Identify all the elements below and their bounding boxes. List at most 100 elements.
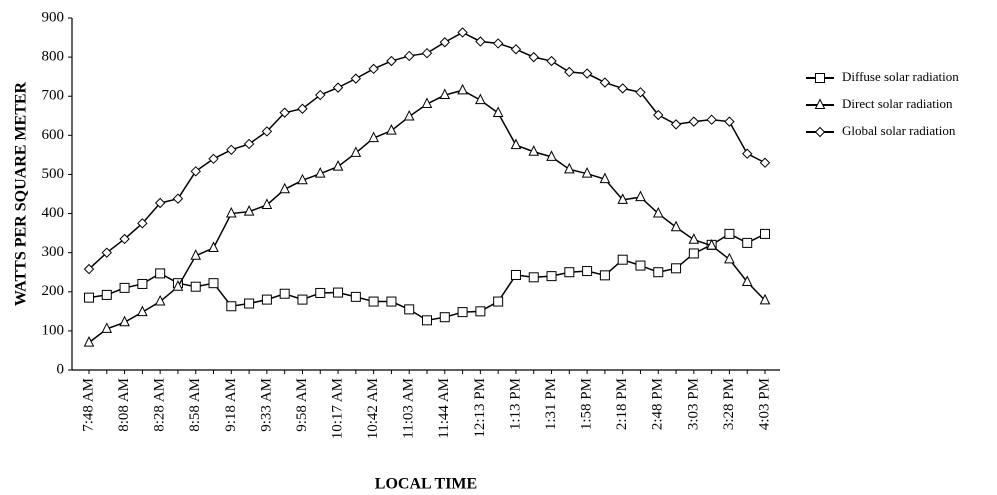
marker — [653, 267, 664, 278]
marker — [582, 266, 593, 277]
marker — [652, 206, 664, 218]
x-tick-label: 9:18 AM — [223, 378, 239, 432]
marker — [101, 247, 112, 258]
marker — [261, 198, 273, 209]
x-tick-label: 12:13 PM — [472, 378, 488, 438]
marker — [101, 289, 112, 300]
marker — [208, 278, 219, 289]
x-tick-label: 1:31 PM — [543, 378, 559, 430]
marker — [670, 119, 682, 130]
marker — [671, 263, 682, 274]
x-tick-label: 9:58 AM — [294, 378, 310, 432]
marker — [297, 103, 308, 114]
marker — [688, 116, 700, 127]
marker — [84, 292, 94, 303]
marker — [653, 109, 664, 121]
marker — [172, 280, 184, 291]
marker — [279, 288, 290, 299]
marker — [332, 160, 344, 171]
marker — [635, 260, 646, 271]
y-tick-label: 0 — [57, 361, 65, 377]
marker — [617, 254, 628, 265]
x-tick-label: 3:28 PM — [721, 378, 737, 430]
marker — [492, 106, 504, 118]
marker — [422, 315, 432, 326]
marker — [83, 336, 95, 347]
y-axis-label: WATTS PER SQUARE METER — [13, 81, 30, 306]
marker — [635, 190, 646, 202]
x-tick-label: 1:13 PM — [507, 378, 523, 430]
x-tick-label: 4:03 PM — [756, 378, 772, 430]
marker — [386, 55, 397, 67]
marker — [421, 97, 433, 109]
x-tick-label: 8:08 AM — [116, 378, 132, 432]
marker — [581, 68, 593, 79]
marker — [226, 206, 237, 218]
y-tick-label: 400 — [42, 205, 65, 221]
x-tick-label: 3:03 PM — [685, 378, 701, 430]
marker — [635, 87, 646, 98]
marker — [208, 153, 219, 165]
x-tick-label: 9:33 AM — [258, 378, 274, 432]
series-line — [88, 89, 766, 344]
marker — [332, 82, 344, 93]
marker — [137, 278, 148, 289]
marker — [439, 37, 450, 48]
marker — [190, 249, 202, 260]
marker — [297, 173, 308, 185]
marker — [564, 162, 575, 174]
marker — [208, 241, 219, 252]
legend-marker — [815, 73, 825, 83]
y-tick-label: 900 — [42, 9, 65, 25]
x-tick-label: 7:48 AM — [80, 378, 96, 432]
marker — [279, 107, 290, 118]
marker — [617, 83, 628, 94]
marker — [350, 73, 362, 84]
marker — [546, 55, 557, 67]
y-tick-label: 300 — [42, 244, 65, 260]
y-tick-label: 500 — [42, 166, 65, 182]
marker — [101, 322, 113, 333]
y-tick-label: 100 — [42, 322, 65, 338]
marker — [457, 307, 468, 318]
marker — [724, 116, 735, 127]
marker — [404, 50, 415, 62]
y-tick-label: 200 — [42, 283, 65, 299]
marker — [226, 301, 237, 312]
x-axis-label: LOCAL TIME — [375, 476, 477, 493]
marker — [83, 263, 95, 275]
marker — [457, 83, 468, 95]
marker — [759, 157, 771, 168]
x-tick-label: 8:28 AM — [152, 378, 168, 432]
marker — [741, 275, 753, 286]
x-tick-label: 2:18 PM — [614, 378, 630, 430]
marker — [137, 305, 148, 317]
marker — [350, 146, 362, 157]
marker — [617, 193, 628, 204]
marker — [528, 51, 539, 63]
marker — [439, 312, 450, 323]
marker — [510, 44, 522, 55]
x-tick-label: 8:58 AM — [187, 378, 203, 432]
marker — [581, 167, 593, 178]
marker — [457, 27, 468, 38]
marker — [154, 294, 166, 306]
y-tick-label: 800 — [42, 49, 65, 65]
marker — [119, 315, 130, 327]
marker — [350, 291, 361, 302]
marker — [421, 47, 433, 59]
marker — [137, 218, 148, 229]
marker — [190, 281, 201, 292]
marker — [333, 287, 344, 298]
series-line — [88, 233, 766, 322]
marker — [475, 306, 486, 317]
marker — [688, 233, 700, 244]
marker — [760, 228, 770, 239]
marker — [279, 182, 290, 194]
marker — [386, 124, 397, 135]
marker — [510, 269, 521, 280]
marker — [297, 294, 308, 305]
marker — [706, 239, 717, 250]
marker — [368, 296, 379, 307]
marker — [475, 36, 486, 47]
